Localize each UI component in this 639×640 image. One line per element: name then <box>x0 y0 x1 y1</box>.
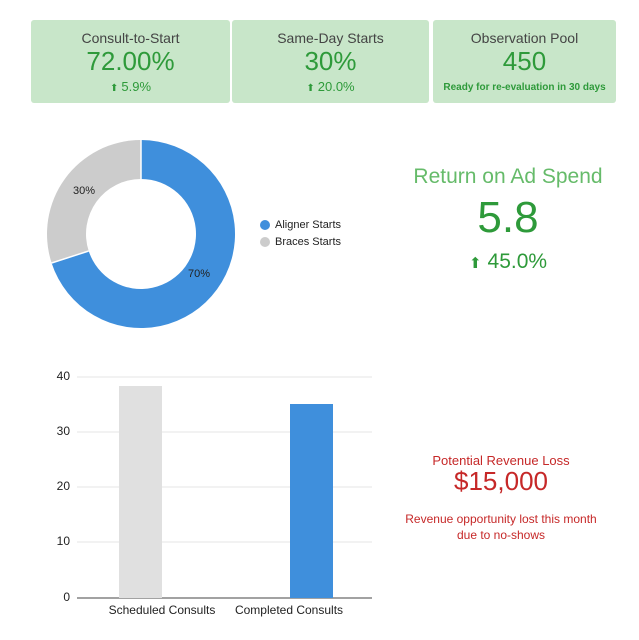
roas-delta: ⬆ 45.0% <box>380 250 636 274</box>
bar-scheduled-consults[interactable] <box>119 386 162 598</box>
revenue-loss-description-line: Revenue opportunity lost this month <box>405 512 597 526</box>
x-tick-scheduled: Scheduled Consults <box>108 603 216 617</box>
kpi-value: 30% <box>304 46 357 76</box>
donut-label-aligner: 70% <box>188 268 211 280</box>
roas-delta-value: 45.0% <box>487 250 548 273</box>
kpi-delta: ⬆ 5.9% <box>31 79 230 94</box>
arrow-up-icon: ⬆ <box>306 83 315 94</box>
kpi-value: 72.00% <box>86 46 175 76</box>
legend-label: Braces Starts <box>275 236 342 248</box>
kpi-value: 450 <box>502 46 547 76</box>
donut-label-braces: 30% <box>73 185 96 197</box>
legend-item-braces[interactable]: Braces Starts <box>260 236 341 248</box>
y-tick: 0 <box>63 590 70 604</box>
bar-completed-consults[interactable] <box>290 404 333 598</box>
kpi-delta: ⬆ 20.0% <box>232 79 429 94</box>
kpi-title: Consult-to-Start <box>81 30 180 46</box>
legend-label: Aligner Starts <box>275 219 342 231</box>
y-tick: 30 <box>56 424 70 438</box>
arrow-up-icon: ⬆ <box>109 83 119 94</box>
legend-item-aligner[interactable]: Aligner Starts <box>260 219 341 231</box>
roas-value: 5.8 <box>477 193 539 242</box>
donut-slice-aligner[interactable] <box>51 140 236 328</box>
donut-slice-braces[interactable] <box>47 140 142 263</box>
kpi-delta-value: 5.9% <box>121 79 152 94</box>
donut-slices <box>47 140 236 328</box>
legend-dot-gray-icon <box>260 237 270 247</box>
revenue-loss-description: Revenue opportunity lost this month due … <box>380 511 622 543</box>
revenue-loss-description-line: due to no-shows <box>456 528 546 542</box>
revenue-loss-value: $15,000 <box>454 466 548 496</box>
y-tick: 10 <box>56 534 70 548</box>
y-tick: 20 <box>56 479 70 493</box>
legend-dot-blue-icon <box>260 220 270 230</box>
kpi-title: Observation Pool <box>470 30 579 46</box>
y-tick: 40 <box>56 369 70 383</box>
kpi-delta-value: 20.0% <box>317 79 355 94</box>
roas-title: Return on Ad Spend <box>413 165 603 188</box>
kpi-card-observation-pool: Observation Pool 450 Ready for re-evalua… <box>433 20 616 103</box>
x-tick-completed: Completed Consults <box>234 603 344 617</box>
kpi-card-consult-to-start: Consult-to-Start 72.00% ⬆ 5.9% <box>31 20 230 103</box>
revenue-loss-title: Potential Revenue Loss <box>432 453 570 468</box>
arrow-up-icon: ⬆ <box>468 255 482 272</box>
kpi-title: Same-Day Starts <box>277 30 384 46</box>
kpi-card-same-day-starts: Same-Day Starts 30% ⬆ 20.0% <box>232 20 429 103</box>
kpi-note: Ready for re-evaluation in 30 days <box>443 82 606 93</box>
